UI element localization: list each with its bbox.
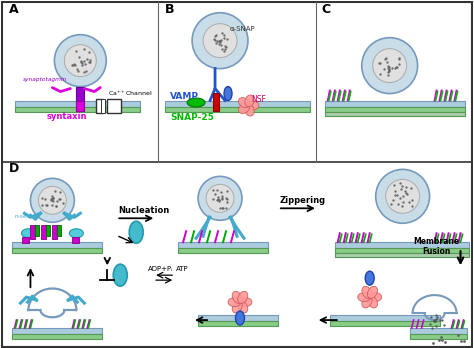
- Circle shape: [38, 186, 66, 214]
- Ellipse shape: [232, 301, 242, 313]
- Bar: [16, 101, 140, 106]
- Ellipse shape: [245, 104, 254, 116]
- Bar: [101, 98, 105, 112]
- Bar: [12, 328, 102, 334]
- Text: Membrane
Fusion: Membrane Fusion: [413, 237, 460, 256]
- Circle shape: [192, 13, 248, 69]
- Bar: [335, 253, 469, 257]
- Bar: [53, 225, 57, 239]
- Bar: [46, 225, 50, 236]
- Bar: [330, 321, 439, 326]
- Bar: [325, 101, 465, 106]
- Text: ATP: ATP: [176, 266, 189, 272]
- Bar: [12, 248, 102, 253]
- Bar: [335, 248, 469, 253]
- Ellipse shape: [228, 298, 241, 307]
- Text: α-SNAP: α-SNAP: [230, 26, 255, 32]
- Circle shape: [64, 45, 96, 77]
- Bar: [178, 248, 268, 253]
- Text: syntaxin: syntaxin: [46, 111, 87, 120]
- Bar: [76, 101, 84, 111]
- Text: NSF: NSF: [251, 95, 266, 104]
- Bar: [325, 111, 465, 116]
- Ellipse shape: [237, 291, 248, 303]
- Ellipse shape: [367, 296, 377, 308]
- Circle shape: [30, 179, 74, 222]
- Bar: [57, 225, 62, 236]
- Bar: [96, 98, 103, 112]
- Bar: [30, 225, 36, 239]
- Text: Ca$^{++}$Channel: Ca$^{++}$Channel: [108, 89, 153, 97]
- Text: B: B: [165, 3, 174, 16]
- Bar: [330, 315, 439, 321]
- Text: SNAP-25: SNAP-25: [170, 113, 214, 122]
- Bar: [73, 237, 79, 243]
- Ellipse shape: [365, 271, 374, 285]
- Bar: [12, 334, 102, 339]
- Bar: [410, 328, 467, 334]
- Ellipse shape: [224, 87, 232, 101]
- Text: n-sec1: n-sec1: [15, 214, 34, 219]
- Ellipse shape: [238, 103, 249, 113]
- Bar: [213, 93, 219, 111]
- Bar: [165, 106, 310, 111]
- Bar: [410, 334, 467, 339]
- Text: synaptotagmin: synaptotagmin: [22, 77, 67, 81]
- Bar: [12, 242, 102, 248]
- Ellipse shape: [358, 293, 371, 302]
- Bar: [165, 101, 310, 106]
- Bar: [76, 87, 84, 111]
- Ellipse shape: [247, 101, 259, 110]
- Text: D: D: [9, 163, 19, 175]
- Ellipse shape: [245, 95, 254, 107]
- Ellipse shape: [239, 298, 252, 307]
- Circle shape: [386, 179, 419, 213]
- Circle shape: [203, 24, 237, 58]
- Bar: [36, 225, 39, 236]
- Bar: [198, 321, 278, 326]
- Circle shape: [362, 38, 418, 94]
- Ellipse shape: [238, 97, 249, 108]
- Ellipse shape: [21, 229, 36, 238]
- Bar: [22, 237, 29, 243]
- Text: Nucleation: Nucleation: [118, 206, 170, 215]
- Ellipse shape: [69, 229, 83, 238]
- Ellipse shape: [236, 311, 245, 325]
- Ellipse shape: [362, 286, 372, 298]
- Bar: [325, 106, 465, 111]
- Circle shape: [55, 35, 106, 87]
- Ellipse shape: [113, 264, 127, 286]
- Ellipse shape: [367, 286, 377, 298]
- Bar: [198, 315, 278, 321]
- Ellipse shape: [232, 291, 242, 303]
- Ellipse shape: [362, 296, 372, 308]
- Bar: [41, 225, 46, 239]
- Ellipse shape: [369, 293, 382, 302]
- Ellipse shape: [237, 301, 248, 313]
- Circle shape: [376, 169, 429, 223]
- Text: VAMP: VAMP: [170, 92, 199, 101]
- Text: C: C: [322, 3, 331, 16]
- Bar: [178, 242, 268, 248]
- Ellipse shape: [129, 221, 143, 243]
- Bar: [335, 242, 469, 248]
- Circle shape: [373, 49, 407, 82]
- Text: Zippering: Zippering: [280, 196, 326, 205]
- Text: ADP+Pᵢ: ADP+Pᵢ: [148, 266, 173, 272]
- Bar: [107, 98, 121, 112]
- Text: A: A: [9, 3, 18, 16]
- Circle shape: [198, 176, 242, 220]
- Ellipse shape: [187, 98, 205, 107]
- Circle shape: [206, 184, 234, 212]
- Bar: [16, 106, 140, 111]
